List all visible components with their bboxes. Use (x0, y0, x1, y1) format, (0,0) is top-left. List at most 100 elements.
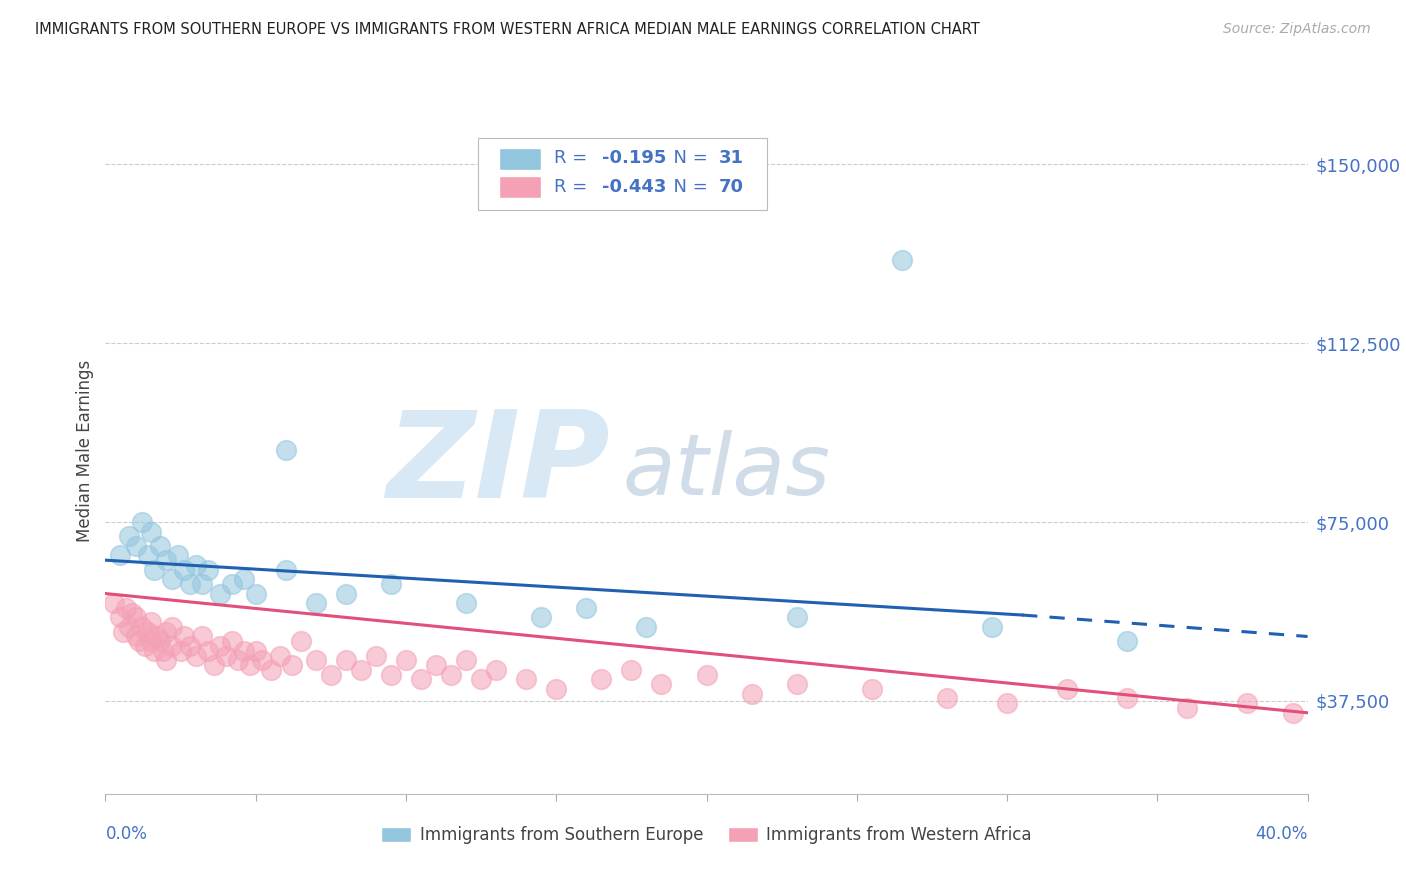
Point (995, 696, 1018, 710)
Point (139, 615, 162, 630)
Point (110, 610, 132, 624)
Point (136, 624, 159, 639)
Point (591, 673, 613, 687)
Point (139, 524, 162, 539)
Point (260, 663, 283, 677)
Point (245, 644, 267, 658)
Point (1175, 701, 1198, 715)
Text: IMMIGRANTS FROM SOUTHERN EUROPE VS IMMIGRANTS FROM WESTERN AFRICA MEDIAN MALE EA: IMMIGRANTS FROM SOUTHERN EUROPE VS IMMIG… (35, 22, 980, 37)
Point (620, 663, 643, 677)
Point (636, 620, 658, 634)
Point (214, 648, 236, 663)
Point (319, 667, 342, 681)
Point (1116, 691, 1139, 706)
Point (155, 553, 177, 567)
Point (184, 648, 207, 663)
Point (118, 529, 141, 543)
Point (103, 596, 125, 610)
Point (124, 630, 146, 644)
Point (179, 577, 201, 591)
Point (197, 563, 219, 577)
Point (890, 252, 912, 267)
Point (470, 673, 492, 687)
Text: -0.443: -0.443 (602, 178, 666, 196)
Point (142, 563, 165, 577)
Point (148, 634, 170, 648)
Point (173, 630, 195, 644)
Point (131, 515, 153, 529)
Point (110, 549, 132, 563)
Point (650, 677, 672, 691)
Text: 70: 70 (718, 178, 744, 196)
Point (160, 572, 183, 586)
Text: atlas: atlas (623, 430, 831, 513)
Point (208, 639, 231, 653)
Point (981, 620, 1004, 634)
Point (485, 663, 508, 677)
Point (250, 653, 273, 667)
Text: N =: N = (662, 178, 713, 196)
Point (1281, 706, 1303, 720)
Point (169, 644, 191, 658)
Point (936, 691, 959, 706)
Text: 40.0%: 40.0% (1256, 825, 1308, 843)
Point (166, 549, 188, 563)
Point (179, 639, 201, 653)
Point (112, 624, 135, 639)
Point (173, 563, 195, 577)
Point (425, 658, 447, 673)
Text: R =: R = (554, 178, 593, 196)
Point (131, 620, 153, 634)
Point (128, 634, 150, 648)
Point (335, 653, 357, 667)
Text: R =: R = (554, 149, 593, 167)
Point (190, 630, 212, 644)
FancyBboxPatch shape (499, 177, 541, 198)
Text: N =: N = (662, 149, 713, 167)
Point (305, 596, 328, 610)
Point (1116, 634, 1139, 648)
Point (335, 586, 357, 600)
Point (121, 606, 143, 620)
Point (395, 653, 418, 667)
Point (290, 634, 312, 648)
Point (350, 663, 373, 677)
Point (274, 563, 297, 577)
Point (202, 658, 225, 673)
Point (232, 572, 254, 586)
Point (245, 586, 267, 600)
Point (160, 620, 183, 634)
Point (440, 667, 463, 681)
Point (197, 644, 219, 658)
Point (409, 673, 432, 687)
Point (546, 681, 568, 696)
FancyBboxPatch shape (499, 147, 541, 169)
Point (860, 681, 883, 696)
Point (145, 630, 167, 644)
Point (1236, 696, 1258, 710)
Point (124, 539, 146, 553)
Point (274, 443, 297, 458)
Point (190, 577, 212, 591)
Point (454, 596, 477, 610)
Point (515, 673, 537, 687)
Point (184, 558, 207, 572)
Point (741, 687, 763, 701)
Text: 31: 31 (718, 149, 744, 167)
Point (139, 634, 162, 648)
Point (786, 610, 808, 624)
Point (115, 600, 138, 615)
Point (269, 648, 291, 663)
Point (530, 610, 553, 624)
Point (454, 653, 477, 667)
Point (221, 634, 243, 648)
Point (281, 658, 304, 673)
Point (221, 577, 243, 591)
Point (364, 648, 387, 663)
Point (696, 667, 718, 681)
Point (575, 600, 598, 615)
Point (155, 624, 177, 639)
Text: Source: ZipAtlas.com: Source: ZipAtlas.com (1223, 22, 1371, 37)
Point (305, 653, 328, 667)
Point (160, 639, 183, 653)
